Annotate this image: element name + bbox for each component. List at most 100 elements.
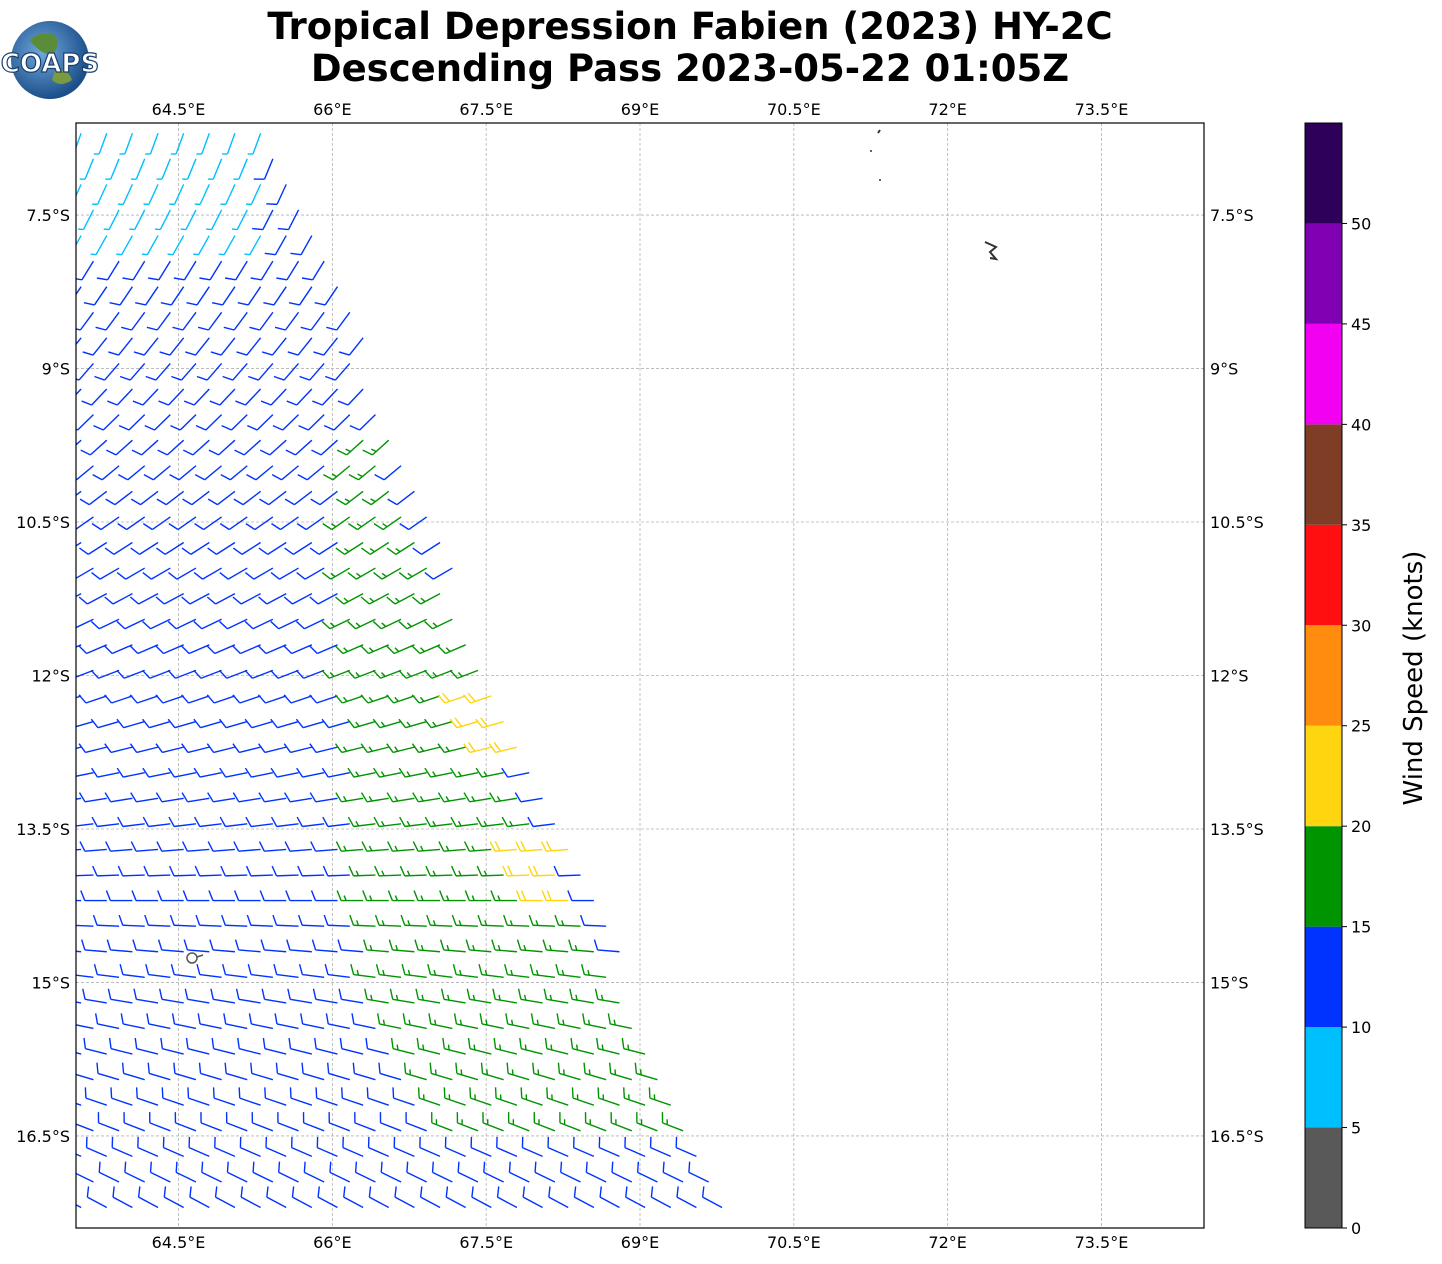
lat-label-left: 12°S [31, 667, 70, 686]
wind-barb [231, 209, 248, 231]
wind-barb [301, 1062, 325, 1081]
wind-barb [298, 414, 325, 431]
logo: COAPS [0, 21, 100, 99]
wind-barb [437, 644, 466, 655]
wind-barb [278, 1161, 299, 1183]
lat-label-right: 13.5°S [1210, 820, 1264, 839]
wind-barb [248, 1013, 274, 1030]
wind-barb [501, 816, 530, 828]
wind-barb [367, 1136, 390, 1158]
wind-barb [311, 439, 338, 456]
wind-barb [247, 414, 274, 431]
wind-barb [374, 914, 402, 927]
wind-barb [76, 746, 82, 750]
wind-barb [553, 865, 581, 877]
wind-barb [219, 767, 248, 778]
wind-barb [92, 865, 120, 877]
wind-barb [134, 1037, 159, 1055]
wind-barb [209, 388, 236, 406]
lat-label-right: 10.5°S [1210, 513, 1264, 532]
wind-barb [547, 1136, 569, 1158]
colorbar-tick-label: 15 [1351, 918, 1371, 937]
wind-barb [335, 792, 364, 803]
wind-barb [222, 964, 248, 979]
wind-barb [182, 439, 210, 456]
wind-barb [260, 388, 287, 406]
wind-barb [380, 1161, 402, 1183]
wind-barb [172, 311, 197, 331]
wind-barb [193, 567, 222, 580]
wind-barb [145, 132, 159, 155]
wind-barb [93, 964, 120, 979]
wind-barb [93, 414, 120, 431]
wind-barb [621, 1037, 646, 1055]
wind-barb [323, 414, 351, 431]
wind-barb [167, 669, 197, 679]
wind-barb [76, 720, 94, 728]
wind-barb [246, 914, 273, 927]
wind-barb [168, 567, 197, 580]
wind-barb [401, 964, 427, 979]
wind-barb [182, 158, 197, 180]
wind-barb [297, 865, 325, 877]
wind-barb [79, 841, 107, 852]
colorbar-tick-label: 45 [1351, 315, 1371, 334]
wind-barb [400, 914, 427, 927]
wind-barb [238, 1087, 261, 1106]
wind-barb [76, 1204, 82, 1209]
wind-barb [334, 694, 364, 704]
wind-barb [133, 988, 159, 1004]
wind-barb [76, 772, 94, 777]
wind-barb [477, 914, 504, 927]
wind-barb [349, 414, 376, 431]
wind-barb [362, 890, 389, 902]
wind-barb [467, 1037, 492, 1055]
wind-barb [129, 593, 159, 605]
colorbar-bin [1305, 524, 1342, 626]
wind-barb [272, 914, 299, 927]
lon-label-bottom: 64.5°E [152, 1233, 206, 1252]
wind-barb [209, 939, 236, 953]
wind-barb [108, 1037, 133, 1055]
continent-shape [52, 69, 72, 84]
wind-barb [470, 1136, 492, 1158]
wind-barb [412, 541, 441, 555]
wind-barb [117, 516, 146, 531]
graticule [76, 123, 1204, 1228]
wind-barb [76, 541, 82, 547]
wind-barb [84, 1087, 107, 1106]
colorbar-bin [1305, 725, 1342, 827]
wind-barb [386, 792, 415, 803]
wind-barb [142, 618, 171, 630]
wind-barb [347, 618, 376, 630]
wind-barb [257, 644, 287, 655]
wind-barb [490, 890, 517, 902]
wind-barb [482, 1112, 504, 1132]
wind-barb [76, 388, 82, 396]
wind-barb [225, 1112, 248, 1132]
wind-barb [76, 439, 82, 446]
wind-barb [438, 841, 466, 852]
wind-barb [412, 841, 441, 852]
wind-barb [167, 718, 197, 729]
wind-barb [399, 516, 428, 531]
wind-barb [257, 694, 287, 704]
wind-barb [271, 516, 299, 531]
wind-barb [76, 848, 82, 851]
wind-barb [245, 184, 262, 206]
wind-barb [466, 988, 492, 1004]
wind-barb [274, 311, 300, 331]
wind-barb [399, 865, 427, 877]
longitude-labels: 64.5°E 64.5°E 66°E 66°E 67.5°E 67.5°E 69°E 69°E… [152, 100, 1129, 1252]
wind-barb [362, 439, 390, 456]
wind-barb [650, 1186, 672, 1209]
wind-barb [323, 914, 350, 927]
wind-barb [373, 567, 402, 580]
wind-barb [118, 914, 145, 927]
wind-barb [662, 1161, 684, 1183]
wind-barb [286, 388, 313, 406]
wind-barb [515, 890, 543, 902]
wind-barb [572, 1136, 595, 1158]
wind-barb [116, 567, 146, 580]
lat-label-left: 10.5°S [16, 513, 70, 532]
